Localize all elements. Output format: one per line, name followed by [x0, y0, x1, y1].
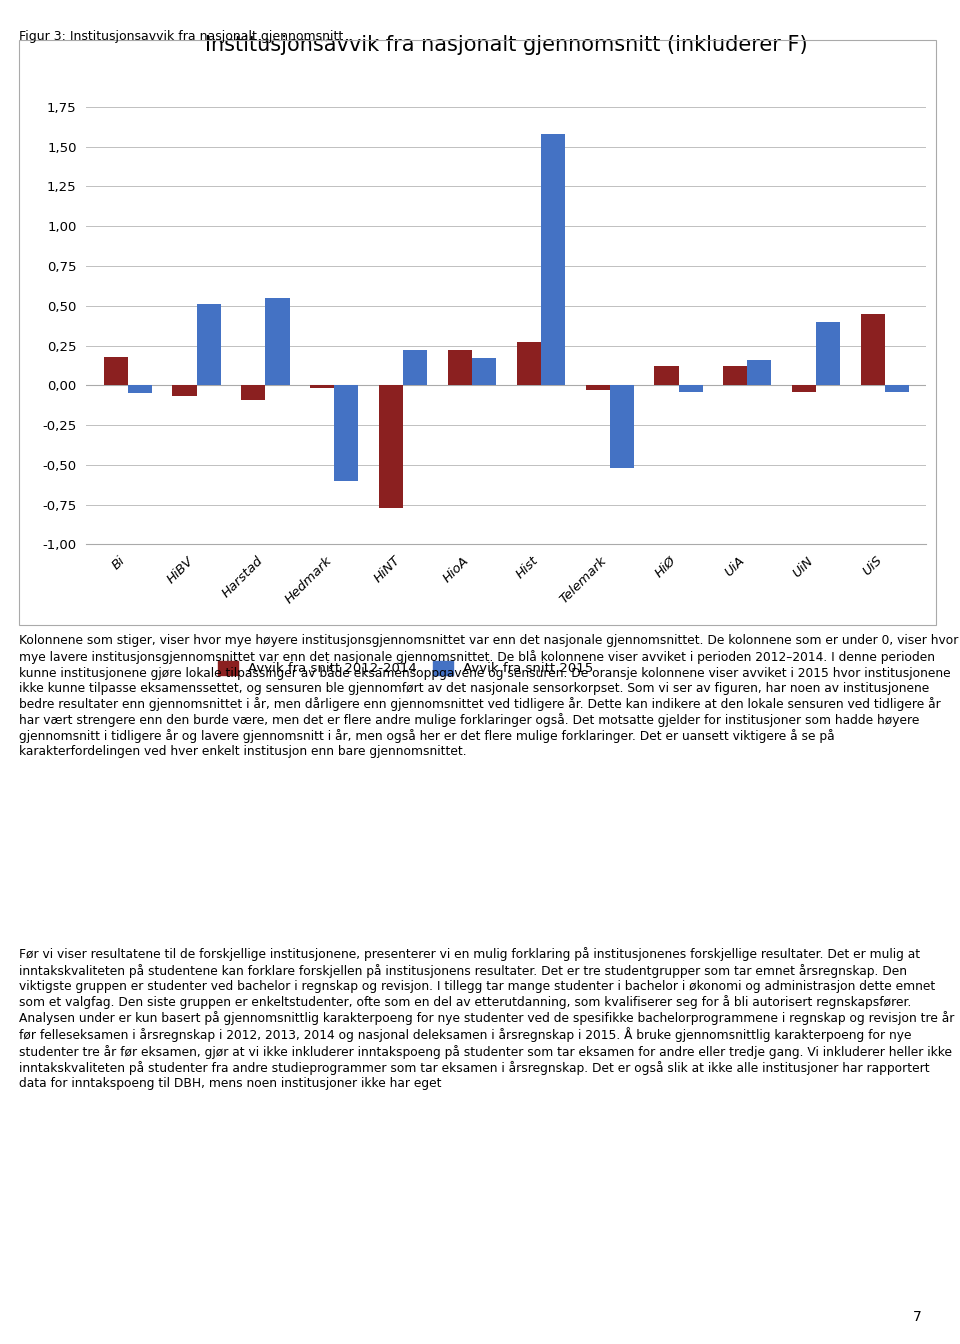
Bar [241, 386, 265, 399]
Bar [885, 386, 909, 391]
Text: 7: 7 [913, 1310, 922, 1324]
Bar [472, 359, 496, 386]
Bar [792, 386, 816, 391]
Bar [655, 366, 679, 386]
Bar [173, 386, 197, 396]
Bar [516, 343, 540, 386]
Text: Kolonnene som stiger, viser hvor mye høyere institusjonsgjennomsnittet var enn d: Kolonnene som stiger, viser hvor mye høy… [19, 634, 959, 758]
Bar [679, 386, 703, 391]
Bar [379, 386, 403, 508]
Text: Før vi viser resultatene til de forskjellige institusjonene, presenterer vi en m: Før vi viser resultatene til de forskjel… [19, 948, 954, 1090]
Text: Figur 3: Institusjonsavvik fra nasjonalt gjennomsnitt: Figur 3: Institusjonsavvik fra nasjonalt… [19, 30, 344, 43]
Legend: Avvik fra snitt 2012-2014, Avvik fra snitt 2015: Avvik fra snitt 2012-2014, Avvik fra sni… [212, 656, 599, 680]
Bar [748, 360, 772, 386]
Bar [104, 356, 128, 386]
Bar [610, 386, 634, 468]
Bar [128, 386, 152, 394]
Bar [334, 386, 358, 481]
Bar [310, 386, 334, 388]
Bar [586, 386, 610, 390]
Bar [816, 321, 840, 386]
Bar [265, 298, 290, 386]
Bar [723, 366, 748, 386]
Bar [403, 351, 427, 386]
Bar [540, 134, 564, 386]
Bar [861, 313, 885, 386]
Bar [197, 304, 221, 386]
Title: Institusjonsavvik fra nasjonalt gjennomsnitt (inkluderer F): Institusjonsavvik fra nasjonalt gjennoms… [205, 35, 807, 55]
Bar [448, 351, 472, 386]
